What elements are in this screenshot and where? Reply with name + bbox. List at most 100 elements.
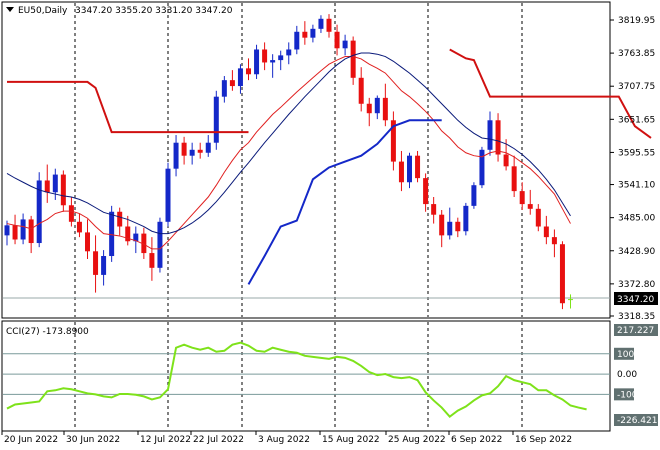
candle-body — [511, 166, 517, 192]
price-tick-label: 3485.00 — [618, 214, 655, 224]
cci-tick-label: -226.4214 — [617, 416, 660, 426]
candle-body — [302, 31, 308, 38]
price-tick-label: 3763.85 — [618, 49, 655, 59]
dropdown-triangle-icon[interactable] — [6, 7, 14, 12]
candle-body — [286, 49, 292, 56]
candle-body — [551, 237, 557, 245]
candle-body — [431, 204, 437, 215]
candle-body — [133, 233, 139, 242]
candle-body — [535, 208, 541, 227]
candle-body — [447, 221, 453, 236]
candle-body — [93, 251, 99, 275]
candle-body — [294, 31, 300, 50]
price-tick-label: 3318.35 — [618, 312, 655, 322]
ma-fast-line — [6, 56, 571, 250]
candle-body — [181, 142, 187, 156]
candle-body — [334, 31, 340, 49]
candle-body — [487, 120, 493, 150]
candle-body — [407, 155, 412, 183]
date-axis: 20 Jun 2022 30 Jun 2022 12 Jul 2022 22 Jul … — [1, 431, 572, 445]
cci-level-lines — [3, 353, 610, 395]
candle-body — [4, 225, 10, 236]
candle-body — [326, 18, 332, 32]
cci-pane-frame — [1, 320, 611, 432]
candle-body — [12, 225, 18, 240]
candle-body — [559, 244, 565, 304]
price-tick-label: 3707.75 — [618, 82, 655, 92]
price-tick-label: 3428.90 — [618, 247, 655, 257]
candle-body — [390, 120, 396, 162]
candle-body — [415, 155, 421, 179]
candle-body — [455, 221, 461, 232]
candle-body — [189, 149, 195, 156]
candle-body — [101, 256, 107, 275]
candle-body — [213, 96, 219, 143]
candle-body — [439, 214, 445, 236]
candle-body — [342, 40, 348, 49]
indicator-lines — [6, 48, 652, 419]
price-axis: 3819.95 3763.85 3707.75 3651.65 3595.55 3541.… — [610, 16, 660, 426]
candle-body — [479, 149, 485, 186]
candle-body — [76, 221, 82, 233]
candle-body — [270, 60, 276, 63]
candle-body — [471, 185, 477, 206]
candle-body — [503, 154, 509, 167]
cci-tick-box — [614, 388, 634, 401]
candle-body — [310, 28, 316, 38]
candle-body — [254, 49, 260, 75]
date-tick-label: 3 Aug 2022 — [258, 435, 310, 445]
date-tick-label: 16 Sep 2022 — [515, 435, 572, 445]
ohlc-readout: 3347.20 3355.20 3331.20 3347.20 — [75, 6, 233, 16]
date-tick-label: 25 Aug 2022 — [388, 435, 446, 445]
price-tick-label: 3595.55 — [618, 148, 655, 158]
candle-body — [423, 178, 429, 205]
date-tick-label: 30 Jun 2022 — [66, 435, 120, 445]
cci-line — [6, 341, 587, 419]
date-tick-label: 22 Jul 2022 — [193, 435, 244, 445]
cci-tick-box — [614, 414, 658, 426]
candle-body — [28, 219, 34, 244]
candle-body — [543, 226, 549, 238]
cci-title: CCI(27) -173.8900 — [6, 327, 89, 337]
candle-body — [125, 226, 131, 242]
stop-red-line — [449, 48, 652, 139]
candle-body — [52, 174, 58, 193]
candle-body — [374, 97, 380, 114]
candle-body — [165, 168, 171, 222]
candle-body — [318, 18, 324, 29]
candle-body — [109, 211, 115, 257]
candle-body — [350, 40, 356, 78]
candle-body — [262, 49, 268, 63]
price-tick-label: 3541.10 — [618, 181, 655, 191]
current-price-tag: 3347.20 — [614, 292, 658, 305]
price-tick-label: 3819.95 — [618, 16, 655, 26]
candle-body — [229, 80, 235, 87]
price-tick-label: 3372.80 — [618, 280, 655, 290]
symbol-label: EU50,Daily — [18, 6, 68, 16]
price-tag-box — [614, 292, 658, 305]
price-tag-text: 3347.20 — [617, 295, 654, 305]
vertical-gridlines — [3, 3, 610, 430]
date-tick-label: 12 Jul 2022 — [140, 435, 191, 445]
chart-header: EU50,Daily 3347.20 3355.20 3331.20 3347.… — [6, 6, 233, 16]
candle-body — [36, 180, 42, 244]
candle-body — [519, 191, 525, 205]
candle-body — [60, 174, 66, 206]
candle-body — [237, 68, 243, 87]
cci-tick-box — [614, 324, 658, 336]
candle-body — [197, 149, 203, 153]
ma-slow-line — [6, 52, 571, 235]
candle-body — [568, 299, 573, 301]
stop-red-line — [7, 80, 249, 134]
candle-body — [141, 233, 147, 254]
candles — [4, 14, 573, 310]
candle-body — [398, 161, 404, 183]
candle-body — [246, 68, 251, 75]
cci-tick-label: -100 — [617, 390, 638, 400]
candle-body — [278, 55, 284, 61]
candle-body — [149, 253, 155, 268]
date-tick-label: 15 Aug 2022 — [322, 435, 380, 445]
candle-body — [68, 205, 74, 222]
candle-body — [173, 142, 179, 169]
